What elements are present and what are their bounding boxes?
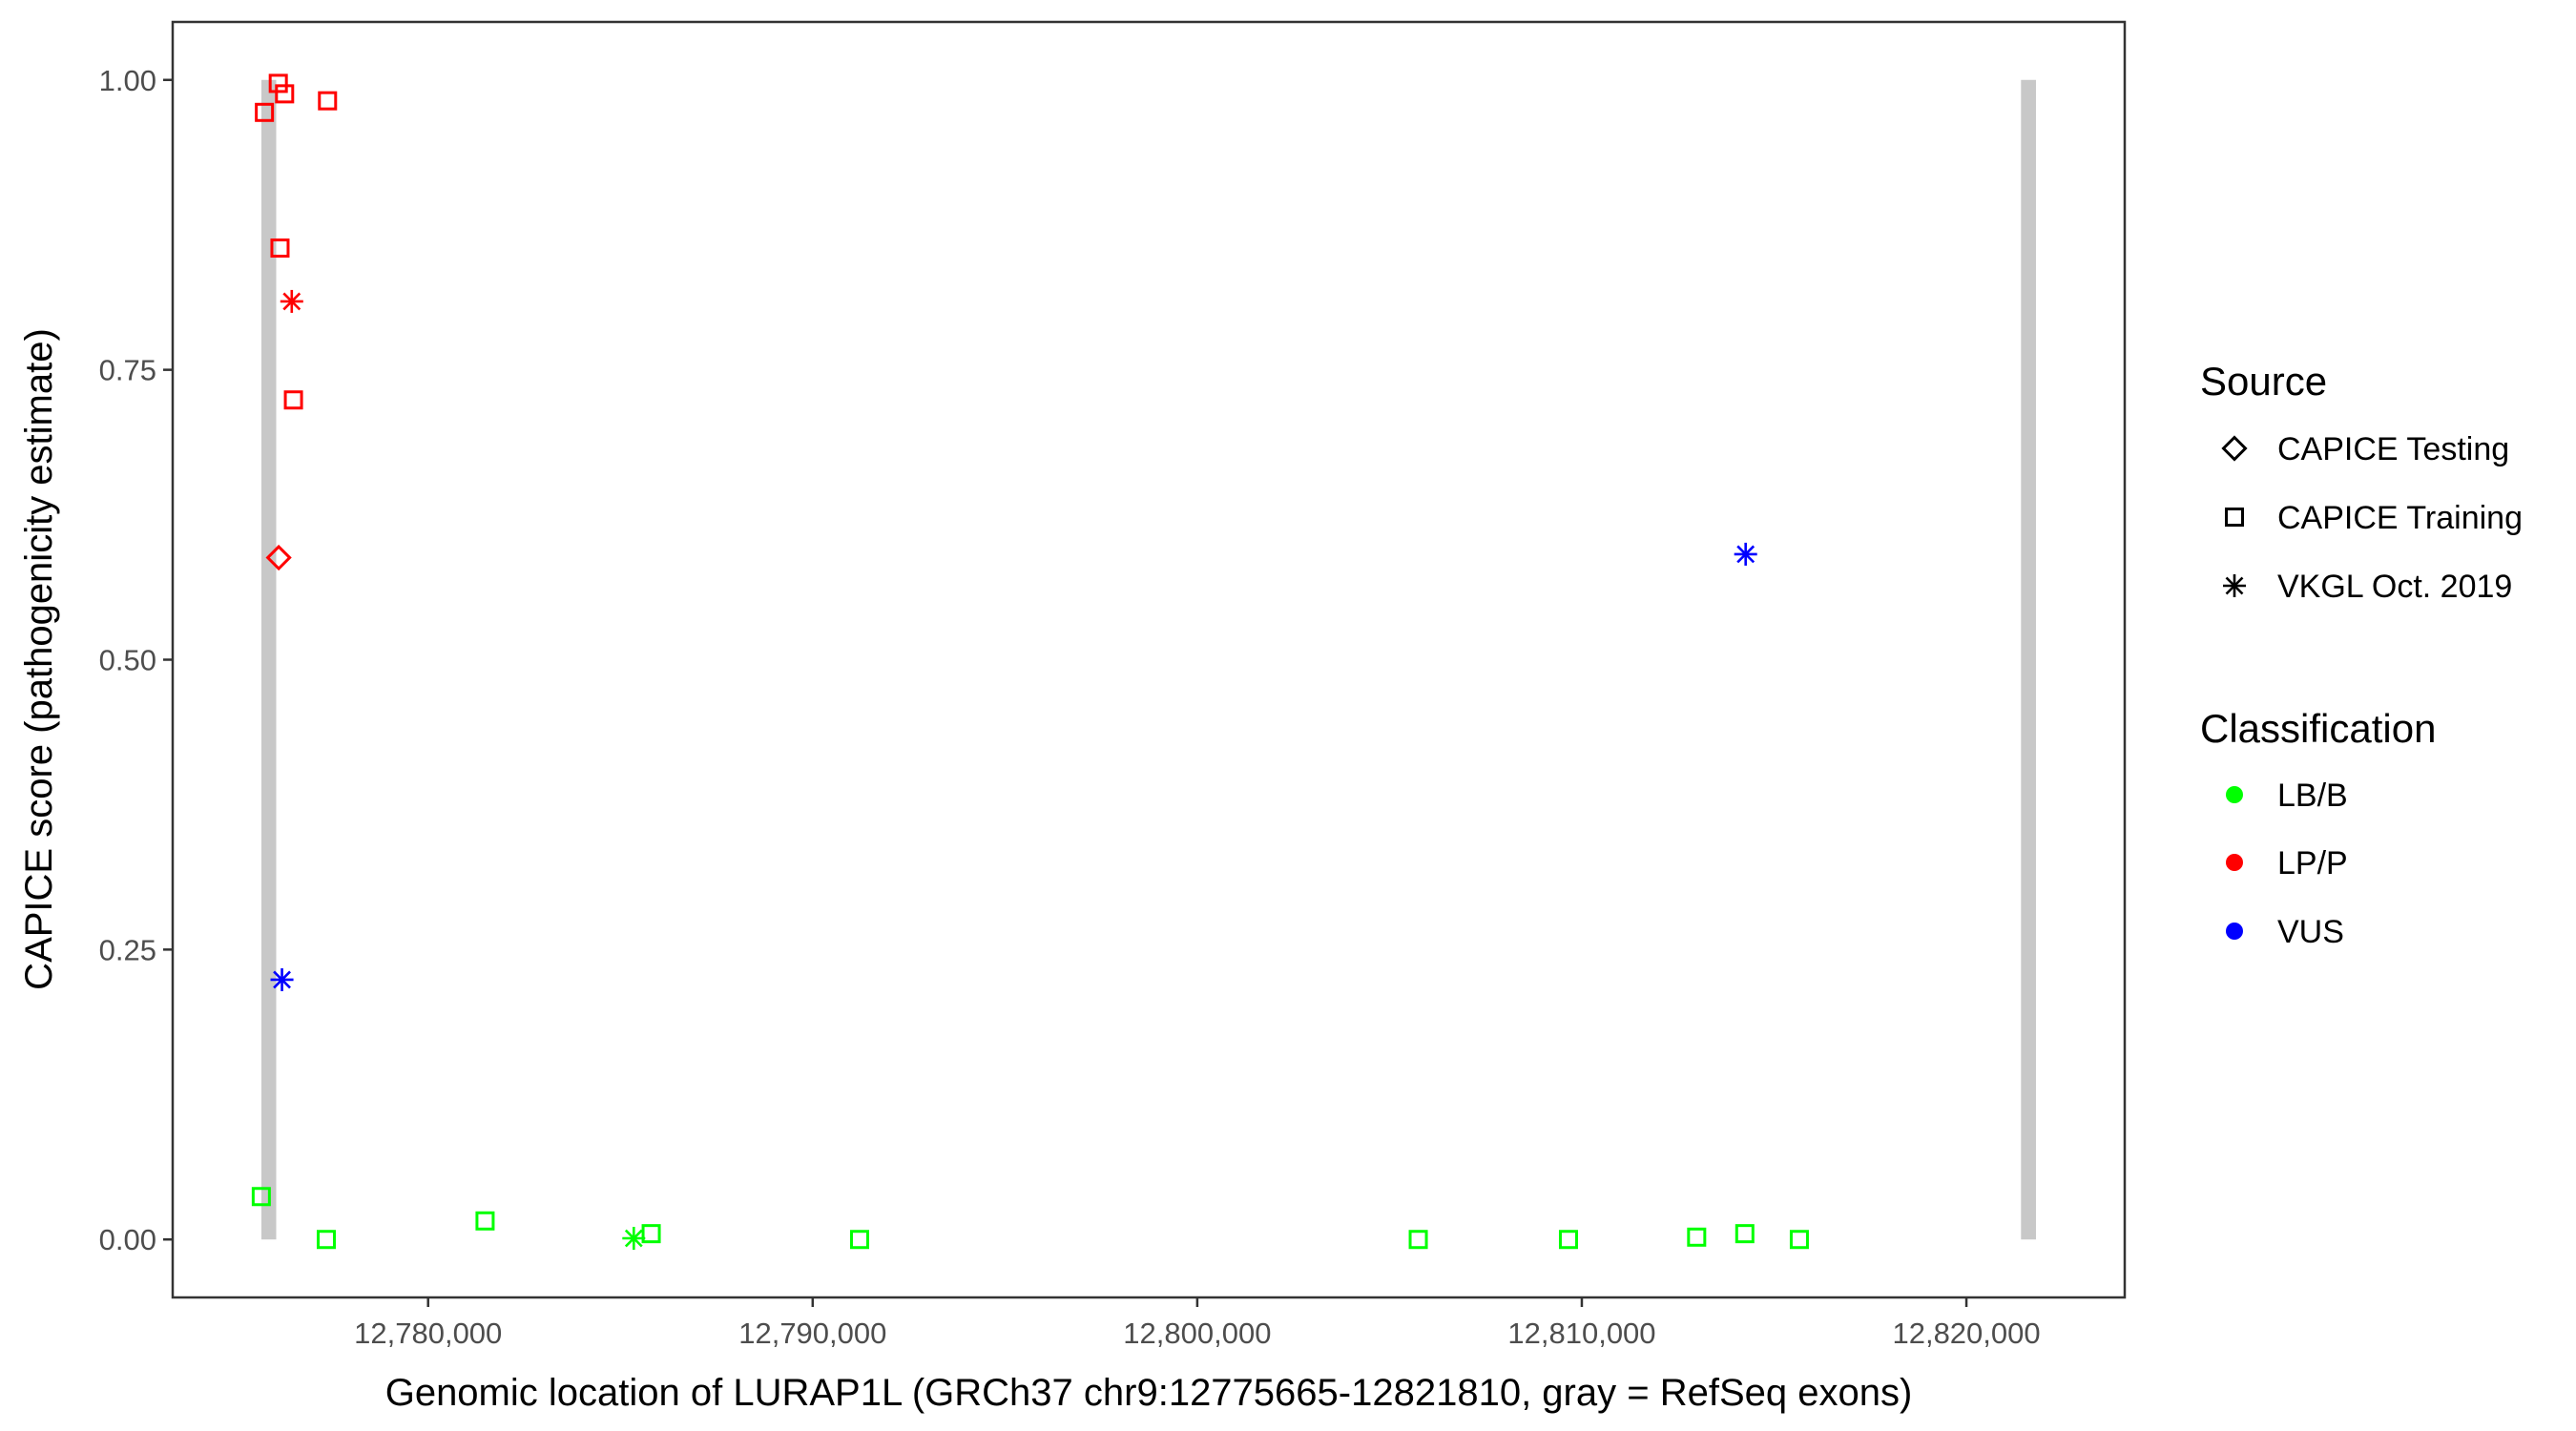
legend-source-label: CAPICE Testing [2277, 431, 2509, 467]
legend-class-item: LB/B [2226, 778, 2348, 814]
legend-class-label: LB/B [2277, 778, 2348, 814]
y-tick-label: 0.00 [99, 1223, 156, 1256]
legend-class-label: VUS [2277, 914, 2344, 950]
diamond-icon [2221, 435, 2248, 462]
square-marker [1789, 1230, 1809, 1250]
data-point-14 [622, 1227, 646, 1251]
asterisk-icon [2223, 574, 2246, 597]
legend: Source Classification CAPICE Testing CAPI… [2200, 359, 2523, 950]
data-point-10 [1734, 542, 1757, 566]
exon-bar-1 [260, 79, 277, 1240]
color-dot-icon [2226, 786, 2243, 803]
asterisk-stroke [1736, 545, 1755, 564]
square-marker [251, 1187, 271, 1207]
square-marker [275, 84, 295, 104]
legend-source-title: Source [2200, 359, 2327, 404]
square-marker [849, 1230, 869, 1250]
legend-class-item: VUS [2226, 914, 2344, 950]
data-point-13 [475, 1211, 495, 1231]
y-axis-title: CAPICE score (pathogenicity estimate) [18, 328, 60, 990]
y-axis: 0.00 0.25 0.50 0.75 1.00 [99, 64, 173, 1256]
square-marker [270, 238, 290, 259]
y-tick-label: 0.75 [99, 354, 156, 387]
legend-source-label: CAPICE Training [2277, 500, 2523, 536]
y-tick-label: 0.50 [99, 644, 156, 677]
y-tick-label: 1.00 [99, 64, 156, 97]
data-point-2 [275, 84, 295, 104]
asterisk-stroke [2225, 576, 2244, 595]
asterisk-stroke [273, 970, 291, 989]
diamond-marker [2221, 435, 2248, 462]
x-tick-label: 12,780,000 [354, 1317, 502, 1350]
data-point-7 [283, 390, 303, 410]
square-marker [1687, 1227, 1707, 1247]
data-point-21 [1789, 1230, 1809, 1250]
square-marker [318, 91, 338, 111]
y-tick-label: 0.25 [99, 933, 156, 966]
square-marker [1408, 1230, 1428, 1250]
square-marker [268, 73, 288, 93]
color-dot-icon [2226, 923, 2243, 940]
data-point-11 [251, 1187, 271, 1207]
square-marker [1735, 1224, 1755, 1244]
legend-class-item: LP/P [2226, 845, 2348, 881]
square-marker [316, 1230, 336, 1250]
exon-layer [260, 79, 2037, 1240]
data-point-9 [270, 967, 294, 991]
square-marker [475, 1211, 495, 1231]
plot-panel-border [171, 20, 2127, 1299]
square-icon [2225, 508, 2244, 527]
data-point-17 [1408, 1230, 1428, 1250]
data-point-1 [268, 73, 288, 93]
diamond-marker [265, 544, 292, 571]
data-point-5 [270, 238, 290, 259]
square-marker [255, 102, 275, 122]
data-point-6 [280, 289, 303, 313]
x-axis-title: Genomic location of LURAP1L (GRCh37 chr9… [385, 1372, 1913, 1414]
x-tick-label: 12,810,000 [1507, 1317, 1655, 1350]
legend-source-item: VKGL Oct. 2019 [2223, 569, 2512, 605]
asterisk-stroke [624, 1229, 643, 1248]
data-point-12 [316, 1230, 336, 1250]
legend-class-label: LP/P [2277, 845, 2348, 881]
data-point-16 [849, 1230, 869, 1250]
legend-classification-title: Classification [2200, 706, 2436, 751]
legend-source-label: VKGL Oct. 2019 [2277, 569, 2512, 605]
asterisk-stroke [282, 292, 301, 311]
square-marker [2225, 508, 2244, 527]
x-tick-label: 12,820,000 [1892, 1317, 2040, 1350]
x-axis: 12,780,000 12,790,000 12,800,000 12,810,000… [354, 1297, 2041, 1350]
square-marker [1558, 1230, 1578, 1250]
x-tick-label: 12,800,000 [1123, 1317, 1271, 1350]
data-point-3 [255, 102, 275, 122]
x-tick-label: 12,790,000 [738, 1317, 886, 1350]
data-point-4 [318, 91, 338, 111]
data-point-8 [265, 544, 292, 571]
data-point-19 [1687, 1227, 1707, 1247]
legend-source-item: CAPICE Testing [2221, 431, 2509, 467]
data-point-18 [1558, 1230, 1578, 1250]
exon-bar-2 [2021, 79, 2037, 1240]
points-layer [251, 73, 1809, 1251]
square-marker [641, 1224, 661, 1244]
data-point-15 [641, 1224, 661, 1244]
data-point-20 [1735, 1224, 1755, 1244]
color-dot-icon [2226, 854, 2243, 871]
square-marker [283, 390, 303, 410]
legend-source-item: CAPICE Training [2225, 500, 2523, 536]
